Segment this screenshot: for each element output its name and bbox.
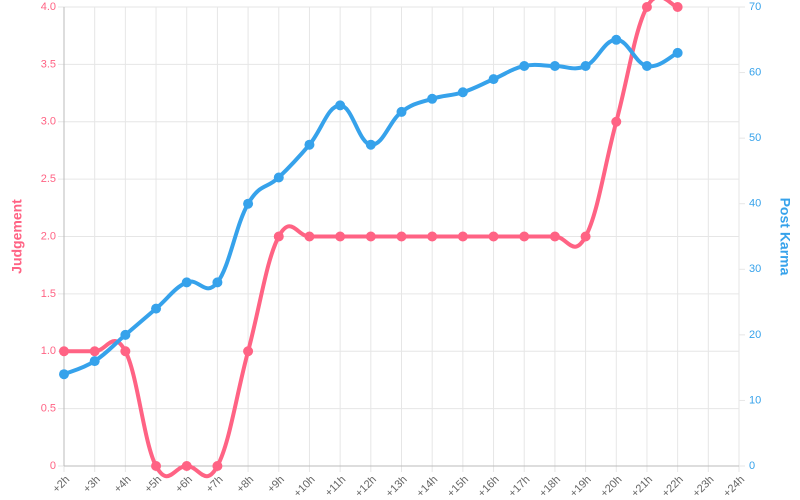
x-tick-label: +6h bbox=[173, 474, 195, 496]
y2-tick-label: 10 bbox=[749, 394, 761, 406]
y-tick-label: 0 bbox=[50, 460, 56, 472]
x-tick-label: +2h bbox=[50, 474, 72, 496]
point bbox=[396, 106, 407, 117]
x-tick-label: +15h bbox=[445, 474, 471, 500]
point bbox=[273, 231, 284, 242]
x-tick-label: +17h bbox=[506, 474, 532, 500]
y-tick-label: 1.0 bbox=[41, 345, 56, 357]
x-tick-label: +9h bbox=[265, 474, 287, 496]
point bbox=[641, 61, 652, 72]
point bbox=[273, 172, 284, 183]
x-tick-label: +23h bbox=[690, 474, 716, 500]
x-tick-label: +5h bbox=[143, 474, 165, 496]
y-tick-label: 3.0 bbox=[41, 116, 56, 128]
x-tick-label: +11h bbox=[323, 474, 348, 499]
point bbox=[580, 231, 591, 242]
point bbox=[611, 34, 622, 45]
point bbox=[59, 369, 69, 380]
y2-tick-label: 30 bbox=[749, 263, 761, 275]
point bbox=[304, 139, 315, 150]
x-tick-label: +14h bbox=[414, 474, 440, 500]
x-tick-label: +22h bbox=[660, 474, 686, 500]
x-tick-label: +12h bbox=[353, 474, 379, 500]
point bbox=[181, 461, 192, 471]
y2-tick-label: 50 bbox=[749, 132, 761, 144]
y2-tick-label: 20 bbox=[749, 329, 761, 341]
point bbox=[488, 74, 499, 85]
point bbox=[335, 100, 346, 111]
point bbox=[335, 231, 346, 242]
point bbox=[212, 277, 223, 288]
point bbox=[427, 231, 438, 242]
x-tick-label: +24h bbox=[721, 474, 747, 500]
x-tick-label: +19h bbox=[568, 474, 594, 500]
y-axis-title: Judgement bbox=[9, 199, 25, 274]
point bbox=[488, 231, 499, 242]
point bbox=[672, 2, 683, 12]
point bbox=[519, 61, 530, 72]
point bbox=[151, 461, 162, 471]
point bbox=[457, 87, 468, 98]
point bbox=[672, 47, 683, 58]
point bbox=[365, 139, 376, 150]
point bbox=[457, 231, 468, 242]
point bbox=[120, 329, 131, 340]
y-tick-label: 2.0 bbox=[41, 230, 56, 242]
point bbox=[580, 61, 591, 72]
point bbox=[243, 346, 254, 357]
point bbox=[151, 303, 162, 314]
point bbox=[549, 61, 560, 72]
point bbox=[427, 93, 438, 104]
y-tick-label: 3.5 bbox=[41, 58, 56, 70]
x-tick-label: +21h bbox=[629, 474, 655, 500]
point bbox=[641, 2, 652, 12]
x-tick-label: +3h bbox=[81, 474, 103, 496]
x-tick-label: +8h bbox=[235, 474, 257, 496]
point bbox=[89, 356, 100, 367]
y2-axis-title: Post Karma bbox=[777, 198, 793, 276]
y2-tick-label: 70 bbox=[749, 1, 761, 13]
x-tick-label: +13h bbox=[384, 474, 410, 500]
x-tick-label: +20h bbox=[598, 474, 624, 500]
point bbox=[243, 198, 254, 209]
y2-tick-label: 40 bbox=[749, 198, 761, 210]
y-tick-label: 1.5 bbox=[41, 288, 56, 300]
point bbox=[549, 231, 560, 242]
y2-tick-label: 60 bbox=[749, 66, 761, 78]
point bbox=[59, 346, 69, 357]
y2-tick-label: 0 bbox=[749, 460, 755, 472]
point bbox=[120, 346, 131, 357]
point bbox=[611, 116, 622, 127]
point bbox=[89, 346, 100, 357]
y-tick-label: 0.5 bbox=[41, 403, 56, 415]
point bbox=[519, 231, 530, 242]
x-tick-label: +18h bbox=[537, 474, 563, 500]
point bbox=[396, 231, 407, 242]
x-tick-label: +16h bbox=[476, 474, 502, 500]
x-tick-label: +4h bbox=[112, 474, 134, 496]
point bbox=[212, 461, 223, 471]
y-tick-label: 2.5 bbox=[41, 173, 56, 185]
point bbox=[365, 231, 376, 242]
point bbox=[181, 277, 192, 288]
y-tick-label: 4.0 bbox=[41, 1, 56, 13]
x-tick-label: +10h bbox=[292, 474, 318, 500]
point bbox=[304, 231, 315, 242]
